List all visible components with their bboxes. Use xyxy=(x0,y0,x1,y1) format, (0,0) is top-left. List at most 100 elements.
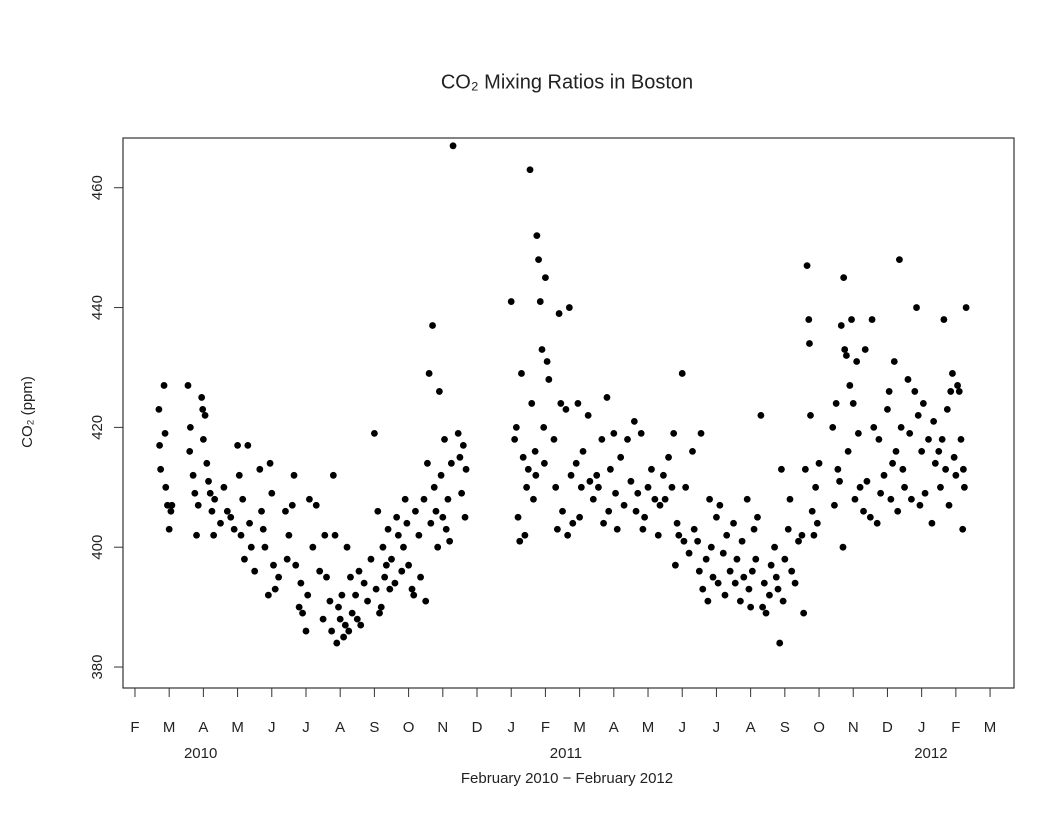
point xyxy=(928,519,936,527)
point xyxy=(355,567,363,575)
point xyxy=(665,453,672,461)
point xyxy=(949,370,956,377)
point xyxy=(372,585,380,593)
point xyxy=(160,382,168,389)
point xyxy=(193,531,200,539)
year-label: 2012 xyxy=(914,745,947,762)
point xyxy=(567,471,575,479)
point xyxy=(723,531,731,539)
point xyxy=(447,459,455,467)
point xyxy=(191,489,199,497)
point xyxy=(812,483,820,491)
point xyxy=(806,340,813,347)
point xyxy=(913,304,920,311)
point xyxy=(752,555,760,563)
point xyxy=(434,543,442,551)
point xyxy=(367,555,375,563)
point xyxy=(762,609,770,617)
x-tick-label: A xyxy=(198,719,208,736)
point xyxy=(670,429,678,437)
point xyxy=(408,585,416,593)
point xyxy=(656,501,664,509)
point xyxy=(702,555,710,563)
point xyxy=(606,465,614,473)
point xyxy=(435,388,443,395)
point xyxy=(422,597,430,605)
point xyxy=(449,142,457,150)
point xyxy=(901,483,908,491)
chart-title: CO₂ Mixing Ratios in Boston xyxy=(441,71,693,93)
point xyxy=(868,316,876,323)
point xyxy=(210,531,218,539)
point xyxy=(417,573,424,581)
point xyxy=(536,298,544,305)
point xyxy=(589,495,597,503)
x-tick-label: J xyxy=(713,719,721,736)
point xyxy=(832,400,840,407)
point xyxy=(906,429,914,437)
point xyxy=(234,441,241,449)
point xyxy=(945,501,953,509)
point xyxy=(959,525,967,533)
point xyxy=(699,585,707,593)
point xyxy=(420,495,428,503)
point xyxy=(283,555,291,563)
point xyxy=(304,591,312,599)
x-tick-label: M xyxy=(163,719,176,736)
point xyxy=(632,507,640,515)
point xyxy=(282,507,289,515)
point xyxy=(907,495,915,503)
point xyxy=(931,459,939,467)
point xyxy=(338,591,346,599)
point xyxy=(661,495,669,503)
point xyxy=(877,489,885,497)
point xyxy=(535,256,542,264)
point xyxy=(376,609,383,617)
point xyxy=(336,615,344,623)
point xyxy=(297,579,305,587)
point xyxy=(603,394,611,401)
point xyxy=(740,573,748,581)
point xyxy=(853,358,861,365)
x-tick-label: O xyxy=(813,719,825,736)
point xyxy=(648,465,655,473)
point xyxy=(706,495,713,503)
point xyxy=(186,423,194,431)
point xyxy=(605,507,613,515)
point xyxy=(323,573,330,581)
point xyxy=(348,609,356,617)
point xyxy=(441,435,448,443)
point xyxy=(937,483,944,491)
point xyxy=(335,603,342,611)
point xyxy=(206,489,214,497)
point xyxy=(848,316,855,323)
point xyxy=(194,501,202,509)
point xyxy=(743,495,751,503)
point xyxy=(309,543,317,551)
point xyxy=(942,465,949,473)
point xyxy=(425,370,433,377)
point xyxy=(600,519,607,527)
point xyxy=(393,513,401,521)
point xyxy=(808,507,816,515)
point xyxy=(843,352,850,359)
point xyxy=(682,483,690,491)
x-tick-label: M xyxy=(231,719,244,736)
point xyxy=(507,298,515,305)
point xyxy=(748,567,756,575)
point xyxy=(947,388,955,395)
point xyxy=(849,400,857,407)
x-tick-label: S xyxy=(780,719,790,736)
point xyxy=(759,603,767,611)
point xyxy=(391,579,399,587)
point xyxy=(919,400,927,407)
point xyxy=(442,525,450,533)
point xyxy=(943,406,951,413)
point xyxy=(624,435,631,443)
point xyxy=(381,573,389,581)
x-tick-label: D xyxy=(472,719,483,736)
point xyxy=(766,591,773,599)
point xyxy=(856,483,864,491)
point xyxy=(382,561,390,569)
point xyxy=(829,423,837,431)
